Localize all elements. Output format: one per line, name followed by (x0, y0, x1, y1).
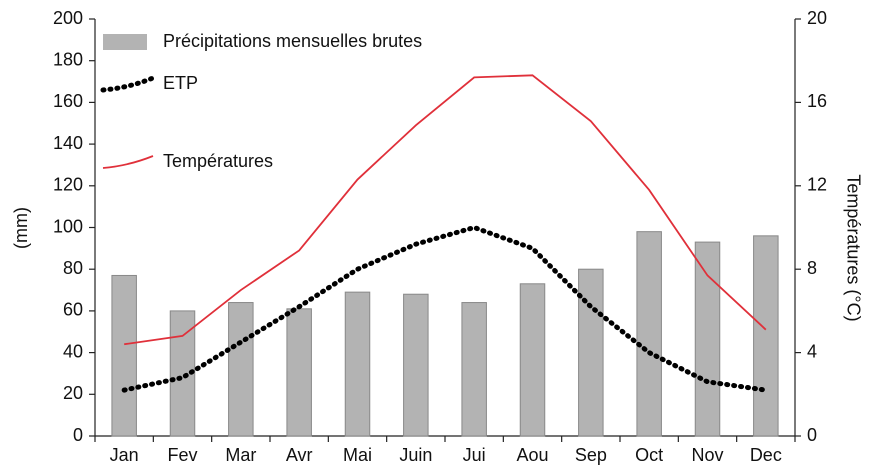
y-axis-label: (mm) (11, 207, 31, 249)
legend-swatch (102, 155, 154, 169)
bar (403, 293, 429, 437)
y-tick-label: 60 (63, 300, 83, 320)
y-tick-label: 20 (63, 383, 83, 403)
bar (286, 308, 312, 437)
x-tick-label: Dec (750, 445, 782, 465)
x-tick-label: Sep (575, 445, 607, 465)
bar (753, 235, 779, 437)
y-tick-label: 180 (53, 49, 83, 69)
y-tick-label: 200 (53, 8, 83, 28)
y-tick-label: 40 (63, 341, 83, 361)
x-tick-label: Mai (343, 445, 372, 465)
y2-tick-label: 12 (807, 175, 827, 195)
y-tick-label: 80 (63, 258, 83, 278)
y-tick-label: 160 (53, 91, 83, 111)
bar (228, 302, 254, 437)
x-tick-label: Avr (286, 445, 313, 465)
legend-label: ETP (163, 73, 198, 93)
bar (578, 268, 604, 437)
bar (694, 241, 721, 437)
y2-tick-label: 8 (807, 258, 817, 278)
y2-tick-label: 0 (807, 425, 817, 445)
bar (461, 302, 487, 437)
y2-axis-label: Températures (°C) (843, 174, 863, 321)
x-tick-label: Nov (691, 445, 723, 465)
x-tick-label: Mar (225, 445, 256, 465)
line (124, 74, 767, 346)
y2-tick-label: 16 (807, 91, 827, 111)
bar (636, 231, 662, 437)
x-tick-label: Oct (635, 445, 663, 465)
y-tick-label: 120 (53, 175, 83, 195)
y2-tick-label: 20 (807, 8, 827, 28)
x-tick-label: Juin (399, 445, 432, 465)
y2-tick-label: 4 (807, 341, 817, 361)
y-tick-label: 140 (53, 133, 83, 153)
x-tick-label: Jan (110, 445, 139, 465)
etp-line (121, 224, 769, 393)
y-tick-label: 0 (73, 425, 83, 445)
legend-swatch (100, 75, 156, 93)
legend-label: Précipitations mensuelles brutes (163, 31, 422, 51)
legend-swatch (103, 34, 147, 50)
x-tick-label: Fev (167, 445, 197, 465)
bar (519, 283, 546, 437)
bar (344, 291, 371, 437)
legend-label: Températures (163, 151, 273, 171)
x-tick-label: Aou (516, 445, 548, 465)
y-tick-label: 100 (53, 216, 83, 236)
x-tick-label: Jui (463, 445, 486, 465)
bar (111, 274, 137, 437)
